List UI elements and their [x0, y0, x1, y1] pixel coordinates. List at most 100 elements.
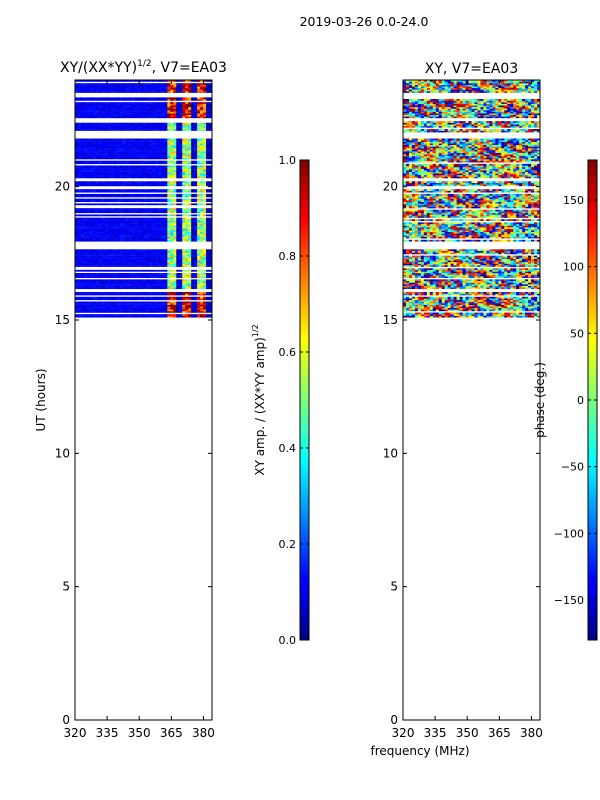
amplitude-heatmap-cell [185, 311, 189, 313]
amplitude-heatmap-cell [80, 157, 85, 160]
amplitude-heatmap-cell [149, 157, 153, 160]
amplitude-heatmap-cell [104, 203, 109, 206]
amplitude-heatmap-cell [107, 116, 112, 119]
amplitude-heatmap-cell [188, 228, 192, 231]
amplitude-heatmap-cell [134, 292, 138, 294]
amplitude-heatmap-cell [116, 87, 120, 90]
amplitude-heatmap-cell [197, 167, 201, 169]
amplitude-heatmap-cell [164, 174, 168, 177]
amplitude-heatmap-cell [179, 284, 183, 286]
amplitude-heatmap-cell [119, 258, 123, 261]
amplitude-heatmap-cell [185, 307, 189, 310]
amplitude-heatmap-cell [122, 152, 126, 155]
amplitude-heatmap-cell [209, 285, 212, 288]
amplitude-heatmap-cell [185, 236, 189, 239]
amplitude-heatmap-cell [137, 168, 141, 171]
amplitude-heatmap-cell [182, 155, 186, 158]
amplitude-heatmap-cell [188, 174, 192, 177]
amplitude-heatmap-cell [149, 239, 153, 242]
amplitude-heatmap-cell [119, 124, 123, 127]
amplitude-heatmap-cell [137, 184, 141, 187]
amplitude-heatmap-cell [200, 231, 204, 234]
amplitude-heatmap-cell [134, 111, 138, 114]
amplitude-heatmap-cell [152, 315, 156, 318]
amplitude-heatmap-cell [164, 148, 168, 150]
amplitude-heatmap-cell [164, 124, 168, 127]
amplitude-heatmap-cell [188, 311, 192, 313]
amplitude-heatmap-cell [158, 282, 162, 285]
amplitude-heatmap-cell [95, 151, 100, 153]
amplitude-heatmap-cell [179, 144, 183, 147]
amplitude-heatmap-cell [143, 122, 147, 125]
amplitude-heatmap-cell [188, 125, 192, 128]
amplitude-heatmap-cell [119, 141, 123, 144]
amplitude-heatmap-cell [194, 165, 198, 168]
amplitude-heatmap-cell [104, 167, 109, 169]
amplitude-heatmap-cell [209, 141, 212, 144]
amplitude-heatmap-cell [185, 105, 189, 108]
amplitude-heatmap-cell [173, 208, 177, 210]
amplitude-heatmap-cell [170, 87, 174, 90]
amplitude-heatmap-cell [146, 309, 150, 312]
amplitude-heatmap-cell [113, 105, 117, 108]
amplitude-heatmap-cell [197, 254, 201, 256]
amplitude-heatmap-cell [95, 230, 100, 233]
amplitude-heatmap-cell [206, 122, 210, 125]
amplitude-heatmap-cell [149, 103, 153, 106]
amplitude-heatmap-cell [86, 254, 91, 256]
amplitude-heatmap-cell [89, 311, 94, 313]
amplitude-heatmap-cell [173, 280, 177, 283]
amplitude-heatmap-cell [122, 309, 126, 312]
amplitude-heatmap-cell [137, 304, 141, 307]
amplitude-heatmap-cell [113, 311, 117, 313]
amplitude-heatmap-cell [152, 200, 156, 203]
amplitude-heatmap-cell [131, 282, 135, 285]
amplitude-heatmap-cell [176, 309, 180, 312]
amplitude-heatmap-cell [137, 314, 141, 316]
amplitude-heatmap-cell [92, 233, 97, 236]
amplitude-heatmap-cell [188, 111, 192, 114]
amplitude-heatmap-cell [77, 106, 82, 109]
amplitude-heatmap-cell [206, 306, 210, 309]
amplitude-heatmap-cell [128, 89, 132, 92]
amplitude-heatmap-cell [80, 193, 85, 196]
amplitude-heatmap-cell [131, 255, 135, 258]
amplitude-heatmap-cell [164, 190, 168, 193]
amplitude-heatmap-cell [140, 255, 144, 258]
amplitude-heatmap-cell [167, 257, 171, 259]
amplitude-heatmap-cell [149, 222, 153, 225]
amplitude-heatmap-cell [92, 170, 97, 172]
amplitude-heatmap-cell [194, 138, 198, 141]
amplitude-heatmap-cell [80, 195, 85, 198]
amplitude-heatmap-cell [158, 127, 162, 130]
amplitude-heatmap-cell [206, 257, 210, 259]
amplitude-heatmap-cell [110, 230, 115, 233]
amplitude-heatmap-cell [161, 203, 165, 206]
amplitude-heatmap-cell [119, 261, 123, 264]
amplitude-heatmap-cell [89, 184, 94, 187]
amplitude-heatmap-cell [173, 254, 177, 256]
amplitude-heatmap-cell [104, 252, 109, 255]
amplitude-heatmap-cell [98, 155, 103, 158]
amplitude-heatmap-cell [77, 138, 82, 141]
amplitude-heatmap-cell [122, 222, 126, 225]
amplitude-heatmap-cell [131, 208, 135, 210]
amplitude-heatmap-cell [95, 162, 100, 165]
amplitude-heatmap-cell [116, 227, 120, 229]
amplitude-heatmap-cell [110, 124, 115, 127]
amplitude-heatmap-cell [188, 193, 192, 196]
amplitude-heatmap-cell [98, 154, 103, 157]
amplitude-heatmap-cell [110, 116, 115, 119]
amplitude-heatmap-cell [146, 182, 150, 185]
amplitude-heatmap-cell [203, 125, 207, 128]
amplitude-heatmap-cell [152, 314, 156, 316]
amplitude-heatmap-cell [176, 261, 180, 264]
amplitude-heatmap-cell [173, 239, 177, 242]
amplitude-heatmap-cell [176, 273, 180, 275]
amplitude-heatmap-cell [173, 222, 177, 225]
amplitude-heatmap-cell [119, 97, 123, 100]
amplitude-heatmap-cell [128, 311, 132, 313]
amplitude-heatmap-cell [107, 91, 112, 93]
amplitude-heatmap-cell [125, 228, 129, 231]
amplitude-heatmap-cell [107, 238, 112, 240]
